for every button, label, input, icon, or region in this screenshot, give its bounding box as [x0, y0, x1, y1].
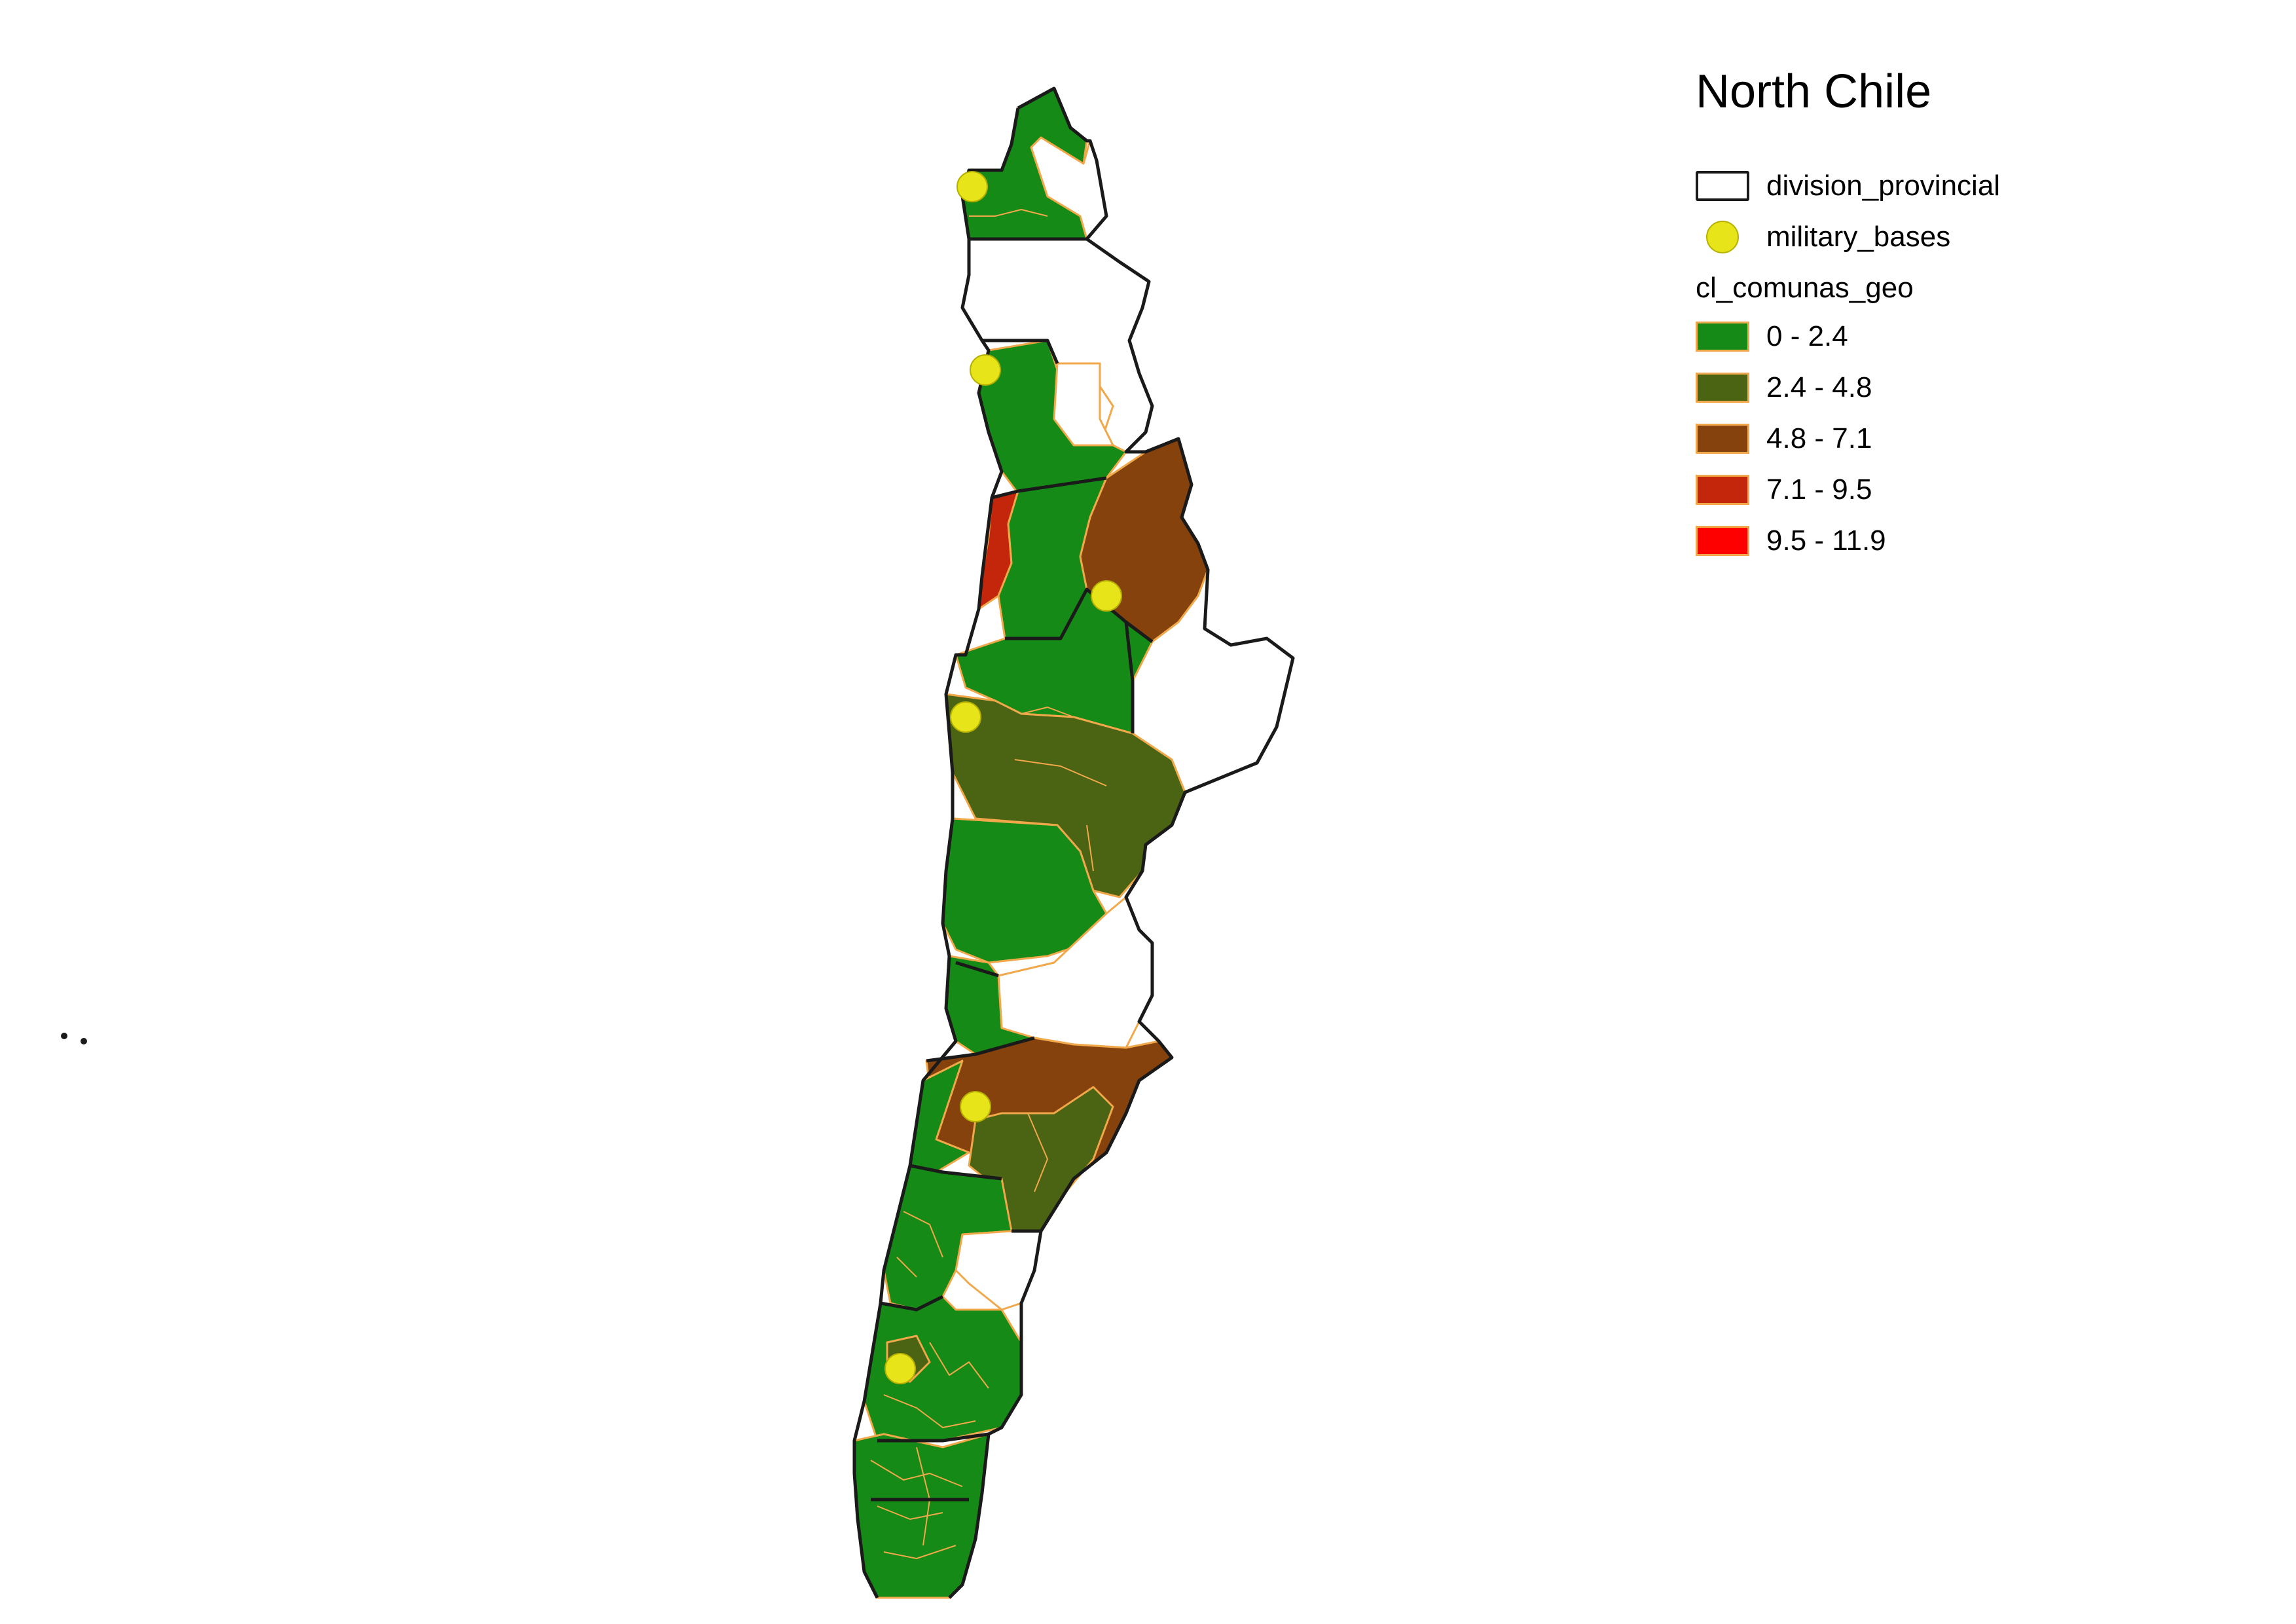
military-base-marker[interactable] — [950, 701, 981, 733]
commune-boundary — [903, 1211, 943, 1258]
legend-item-division-provincial: division_provincial — [1696, 160, 2154, 212]
class-swatch — [1696, 373, 1749, 403]
commune-0 — [853, 1433, 990, 1599]
class-swatch — [1696, 475, 1749, 505]
province-boundary — [877, 1432, 989, 1443]
polygon-outline-swatch — [1696, 171, 1749, 201]
legend-label: 2.4 - 4.8 — [1766, 371, 1872, 403]
commune-boundary — [896, 1257, 917, 1278]
province-boundary — [852, 107, 1020, 1599]
legend-label: 4.8 - 7.1 — [1766, 422, 1872, 454]
island — [81, 1038, 87, 1044]
province-boundary — [982, 339, 1059, 364]
legend-item-military-bases: military_bases — [1696, 212, 2154, 263]
legend-class-1: 0 - 2.4 — [1696, 311, 2154, 362]
legend-class-4: 7.1 - 9.5 — [1696, 464, 2154, 515]
commune-polygons — [853, 87, 1294, 1599]
commune-boundary — [969, 209, 1048, 217]
point-swatch — [1696, 221, 1749, 253]
legend-class-3: 4.8 - 7.1 — [1696, 413, 2154, 464]
offshore-islands — [61, 1033, 87, 1044]
commune-boundary — [883, 1545, 957, 1559]
commune-boundary — [1014, 759, 1107, 786]
legend-class-2: 2.4 - 4.8 — [1696, 362, 2154, 413]
commune-boundary — [1027, 1113, 1048, 1192]
province-boundary — [955, 961, 999, 978]
province-outlines — [852, 86, 1295, 1599]
commune-boundary — [883, 1394, 976, 1428]
commune-boundary — [1086, 824, 1094, 872]
legend-label: 0 - 2.4 — [1766, 320, 1848, 352]
province-boundary — [991, 476, 1107, 500]
military-base-marker[interactable] — [884, 1353, 916, 1384]
unclassified-commune — [1053, 362, 1114, 447]
commune-boundary — [929, 1342, 989, 1389]
legend-class-5: 9.5 - 11.9 — [1696, 515, 2154, 566]
unclassified-commune — [955, 1230, 1042, 1311]
class-swatch — [1696, 424, 1749, 454]
class-swatch — [1696, 526, 1749, 556]
province-boundary — [880, 1295, 944, 1312]
province-boundary — [909, 1164, 1002, 1181]
province-boundary — [948, 86, 1295, 1599]
commune-boundary — [870, 1460, 963, 1487]
military-bases-layer — [884, 171, 1122, 1384]
choropleth-legend-title: cl_comunas_geo — [1696, 272, 1914, 304]
legend-label: division_provincial — [1766, 170, 2001, 202]
class-swatch — [1696, 322, 1749, 352]
commune-boundary — [1021, 707, 1074, 718]
legend-label: 9.5 - 11.9 — [1766, 525, 1886, 557]
province-boundary — [1124, 621, 1135, 733]
commune-boundary — [877, 1505, 943, 1520]
military-base-marker[interactable] — [960, 1091, 991, 1122]
province-boundary — [926, 1036, 1035, 1063]
military-base-marker[interactable] — [957, 171, 988, 202]
province-boundary — [1005, 587, 1154, 643]
military-base-marker[interactable] — [1091, 580, 1122, 612]
military-base-marker[interactable] — [970, 354, 1001, 386]
legend-label: military_bases — [1766, 221, 1951, 253]
legend-label: 7.1 - 9.5 — [1766, 473, 1872, 506]
map-title: North Chile — [1696, 65, 1932, 118]
island — [61, 1033, 67, 1039]
legend: North Chile division_provincial military… — [1696, 62, 2154, 566]
